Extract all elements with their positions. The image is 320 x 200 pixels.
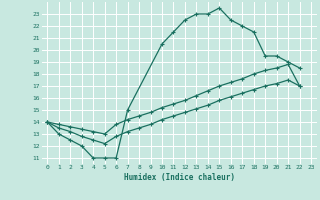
X-axis label: Humidex (Indice chaleur): Humidex (Indice chaleur) xyxy=(124,173,235,182)
